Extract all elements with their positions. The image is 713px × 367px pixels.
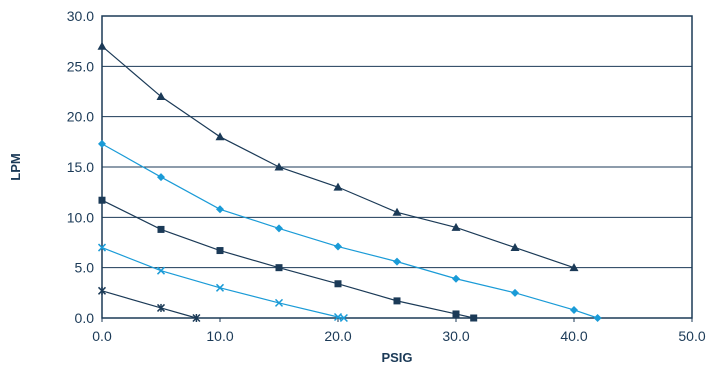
x-tick-label: 50.0 [678, 328, 705, 344]
series-line [101, 143, 598, 319]
x-tick-label: 20.0 [324, 328, 351, 344]
data-point-square [157, 225, 165, 233]
x-tick-label: 40.0 [560, 328, 587, 344]
series-line [101, 45, 575, 269]
y-tick-label: 30.0 [67, 8, 94, 24]
data-series [97, 41, 602, 323]
data-point-square [216, 247, 224, 255]
data-point-diamond [275, 224, 283, 233]
data-point-x [274, 298, 284, 307]
data-point-diamond [570, 305, 578, 314]
data-point-triangle [392, 207, 402, 216]
x-tick-label: 10.0 [206, 328, 233, 344]
y-tick-label: 25.0 [67, 58, 94, 74]
data-point-diamond [98, 139, 106, 148]
series-line [101, 246, 345, 319]
y-tick-label: 10.0 [67, 209, 94, 225]
data-point-square [98, 196, 106, 204]
data-point-square [393, 297, 401, 305]
data-point-triangle [451, 222, 461, 231]
data-point-star [156, 303, 166, 312]
data-point-x [156, 266, 166, 275]
x-tick-label: 30.0 [442, 328, 469, 344]
horizontal-gridlines [102, 65, 692, 269]
data-point-diamond [452, 274, 460, 283]
series-3 [98, 196, 478, 322]
data-point-x [339, 313, 348, 323]
y-tick-label: 0.0 [75, 310, 95, 326]
plot-area-frame [101, 15, 693, 319]
y-axis-ticks: 0.0 5.0 10.0 15.0 20.0 25.0 30.0 [67, 8, 94, 326]
data-point-triangle [215, 132, 225, 141]
data-point-diamond [216, 205, 224, 214]
data-point-square [452, 310, 460, 318]
data-point-triangle [274, 162, 284, 171]
data-point-diamond [157, 173, 165, 182]
y-axis-title: LPM [8, 153, 23, 180]
y-tick-label: 5.0 [75, 260, 95, 276]
data-point-triangle [97, 41, 107, 50]
x-axis-ticks: 0.0 10.0 20.0 30.0 40.0 50.0 [92, 318, 706, 344]
y-tick-label: 15.0 [67, 159, 94, 175]
data-point-x [215, 283, 225, 292]
data-point-x [97, 243, 107, 252]
x-axis-title: PSIG [381, 350, 412, 365]
data-point-diamond [511, 288, 519, 297]
data-point-star [97, 286, 107, 295]
data-point-square [334, 280, 342, 288]
data-point-diamond [334, 242, 342, 251]
data-point-square [275, 264, 283, 272]
data-point-diamond [393, 257, 401, 266]
data-point-triangle [156, 92, 166, 101]
series-line [101, 290, 197, 319]
data-point-triangle [510, 243, 520, 252]
x-tick-label: 0.0 [92, 328, 112, 344]
data-point-triangle [569, 263, 579, 272]
series-4 [97, 243, 348, 323]
y-tick-label: 20.0 [67, 109, 94, 125]
series-line [101, 199, 474, 319]
data-point-triangle [333, 182, 343, 191]
series-1 [97, 41, 579, 272]
series-5 [97, 286, 201, 323]
data-point-star [192, 313, 201, 323]
series-2 [98, 139, 602, 322]
data-point-square [470, 314, 478, 322]
data-point-diamond [593, 314, 602, 322]
